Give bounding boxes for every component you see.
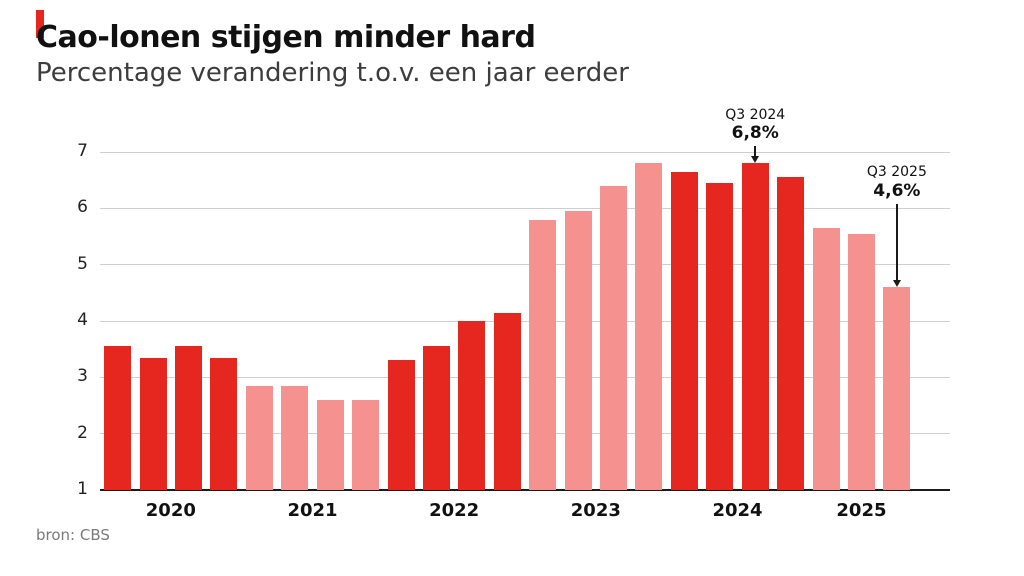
x-axis-year-label: 2020 [145, 500, 196, 521]
annotation-quarter-label: Q3 2025 [866, 164, 927, 181]
y-axis-tick-label: 3 [77, 366, 88, 387]
bar-2022-q3 [458, 321, 486, 490]
bar-2025-q1 [812, 228, 840, 490]
annotation-arrowhead [892, 280, 901, 288]
bar-2022-q2 [422, 346, 450, 490]
x-axis-year-label: 2021 [287, 500, 338, 521]
x-axis-year-label: 2023 [570, 500, 621, 521]
chart-title: Cao-lonen stijgen minder hard [36, 20, 536, 55]
bar-2023-q3 [600, 185, 628, 490]
gridline [100, 433, 950, 435]
chart-subtitle: Percentage verandering t.o.v. een jaar e… [36, 58, 629, 88]
y-axis-tick-label: 2 [77, 422, 88, 443]
annotation-arrow [754, 146, 757, 158]
bar-2021-q2 [281, 385, 309, 490]
y-axis-tick-label: 5 [77, 253, 88, 274]
y-axis-tick-label: 1 [77, 479, 88, 499]
bar-2024-q4 [777, 177, 805, 490]
bar-2023-q4 [635, 163, 663, 490]
y-axis-tick-label: 7 [77, 141, 88, 161]
annotation-q3-2024: Q3 2024 6,8% [725, 106, 786, 144]
y-axis-tick-label: 4 [77, 310, 88, 330]
annotation-q3-2025: Q3 2025 4,6% [867, 165, 927, 201]
y-axis-tick-label: 6 [77, 197, 88, 218]
x-axis-year-label: 2024 [712, 500, 763, 521]
bar-2020-q2 [139, 357, 167, 490]
gridline [100, 264, 950, 266]
x-axis-line [100, 489, 950, 491]
bar-2022-q4 [493, 312, 521, 490]
x-axis-year-label: 2025 [836, 500, 887, 521]
bar-2020-q3 [175, 346, 203, 490]
bar-2022-q1 [387, 360, 415, 490]
gridline [100, 207, 950, 209]
annotation-value-label: 6,8% [731, 122, 779, 143]
bar-2024-q3 [741, 163, 769, 490]
annotation-quarter-label: Q3 2024 [725, 106, 786, 123]
source-label: bron: CBS [36, 526, 110, 544]
bar-2023-q1 [529, 219, 557, 490]
gridline [100, 320, 950, 322]
bar-2024-q1 [670, 171, 698, 490]
annotation-arrow [895, 204, 898, 282]
bar-2021-q3 [316, 399, 344, 490]
x-axis-year-label: 2022 [429, 500, 480, 521]
annotation-value-label: 4,6% [873, 180, 921, 201]
annotation-arrowhead [751, 156, 760, 164]
bar-2021-q1 [245, 385, 273, 490]
brand-red-square [36, 10, 44, 38]
bar-2024-q2 [706, 182, 734, 490]
plot-area [100, 151, 950, 491]
bar-2025-q3 [883, 287, 911, 490]
bar-2020-q1 [104, 346, 132, 490]
bar-2020-q4 [210, 357, 238, 490]
gridline [100, 376, 950, 378]
gridline [100, 151, 950, 153]
bar-2025-q2 [847, 233, 875, 490]
bar-2021-q4 [352, 399, 380, 490]
bar-2023-q2 [564, 211, 592, 490]
